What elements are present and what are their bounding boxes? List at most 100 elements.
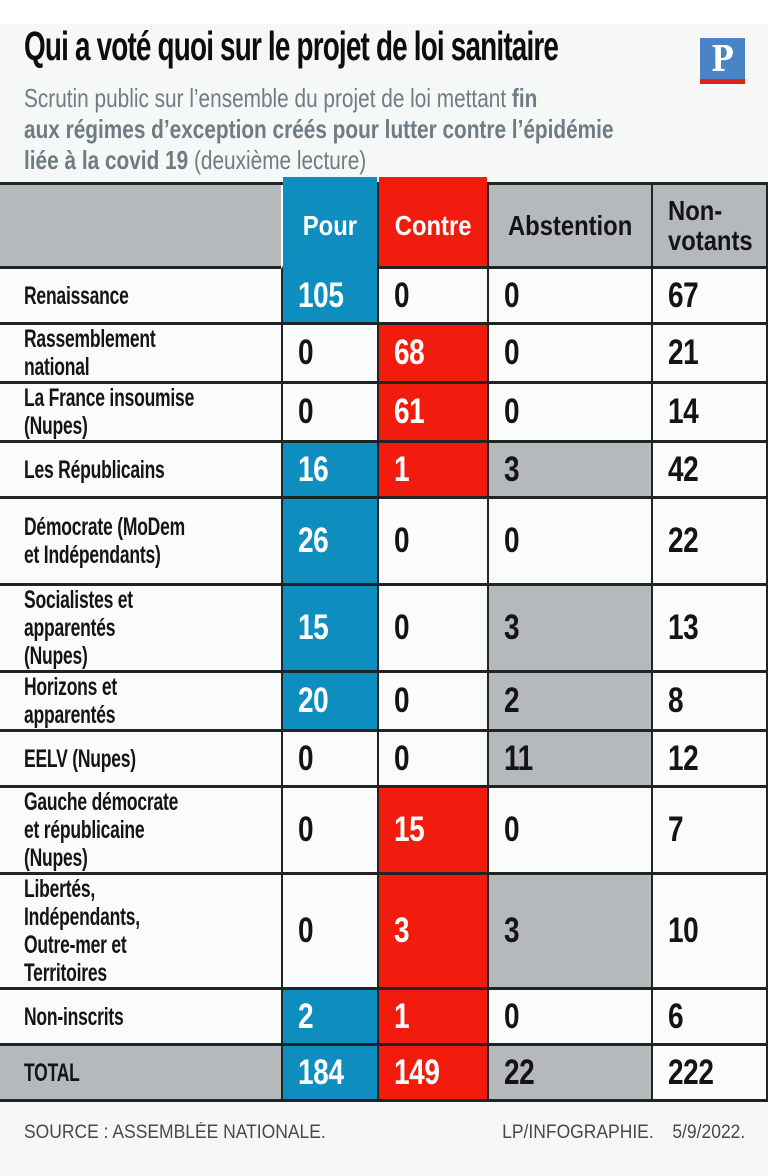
non-votants-value: 7 [668, 810, 684, 849]
pour-value: 0 [298, 810, 314, 849]
contre-value: 0 [394, 275, 410, 315]
date-text: 5/9/2022. [672, 1122, 745, 1143]
pour-value-cell: 0 [281, 384, 377, 443]
contre-value: 149 [394, 1052, 440, 1092]
non-votants-value: 13 [668, 608, 699, 647]
party-label-cell: Les Républicains [0, 443, 281, 499]
non-votants-value-cell: 7 [651, 788, 768, 875]
contre-value: 0 [394, 521, 410, 560]
pour-value-cell: 16 [281, 443, 377, 499]
pour-value: 0 [298, 392, 314, 431]
party-label: La France insoumise (Nupes) [24, 384, 195, 440]
contre-value-cell: 0 [377, 732, 487, 788]
header-non-votants: Non- votants [651, 185, 768, 269]
party-label: EELV (Nupes) [24, 744, 136, 773]
non-votants-value-cell: 14 [651, 384, 768, 443]
vote-table: Pour Contre Abstention Non- votants Rena… [0, 177, 768, 1102]
abstention-value: 0 [504, 333, 520, 372]
header-pour: Pour [281, 177, 377, 269]
abstention-value: 0 [504, 521, 520, 560]
abstention-value-cell: 0 [487, 269, 651, 325]
non-votants-value: 67 [668, 275, 699, 315]
non-votants-value-cell: 10 [651, 875, 768, 990]
subtitle-bold-text: aux régimes d’exception créés pour lutte… [24, 114, 614, 144]
abstention-value: 0 [504, 810, 520, 849]
contre-value-cell: 3 [377, 875, 487, 990]
subtitle-bold-text: liée à la covid 19 [24, 145, 194, 175]
party-label-cell: Gauche démocrate et républicaine (Nupes) [0, 788, 281, 875]
abstention-value: 3 [504, 449, 520, 489]
party-label: Gauche démocrate et républicaine (Nupes) [24, 788, 179, 872]
contre-value-cell: 61 [377, 384, 487, 443]
non-votants-value-cell: 21 [651, 325, 768, 384]
header-pour-label: Pour [302, 209, 358, 241]
non-votants-value-cell: 22 [651, 499, 768, 586]
non-votants-value: 222 [668, 1052, 714, 1092]
header-abstention: Abstention [487, 185, 651, 269]
footer: SOURCE : ASSEMBLÉE NATIONALE. LP/INFOGRA… [24, 1122, 745, 1144]
contre-value: 68 [394, 333, 425, 372]
party-label: Rassemblement national [24, 325, 156, 381]
party-label: Les Républicains [24, 455, 165, 484]
total-label-cell: TOTAL [0, 1046, 281, 1102]
contre-value: 1 [394, 996, 410, 1036]
subtitle-regular-text: (deuxième lecture) [193, 145, 367, 175]
pour-value: 26 [298, 521, 329, 560]
abstention-value-cell: 0 [487, 788, 651, 875]
abstention-value: 3 [504, 608, 520, 647]
header-abstention-label: Abstention [507, 209, 633, 241]
header-non-votants-label: Non- votants [668, 194, 753, 256]
subtitle-line-3: liée à la covid 19 (deuxième lecture) [24, 145, 744, 176]
subtitle-regular-text: Scrutin public sur l’ensemble du projet … [24, 83, 512, 113]
party-label: Horizons et apparentés [24, 673, 117, 729]
party-label-cell: Socialistes et apparentés (Nupes) [0, 586, 281, 673]
contre-value-cell: 68 [377, 325, 487, 384]
pour-value-cell: 0 [281, 788, 377, 875]
header-contre-label: Contre [394, 209, 472, 241]
party-label-cell: La France insoumise (Nupes) [0, 384, 281, 443]
non-votants-value-cell: 6 [651, 990, 768, 1046]
abstention-value: 0 [504, 996, 520, 1036]
abstention-value-cell: 3 [487, 586, 651, 673]
pour-value: 105 [298, 275, 344, 315]
pour-value: 16 [298, 449, 329, 489]
abstention-value-cell: 0 [487, 325, 651, 384]
abstention-value: 11 [504, 738, 533, 778]
pour-value: 20 [298, 681, 329, 720]
abstention-value-cell: 2 [487, 673, 651, 732]
party-label-cell: EELV (Nupes) [0, 732, 281, 788]
pour-value-cell: 184 [281, 1046, 377, 1102]
pour-value-cell: 15 [281, 586, 377, 673]
party-label: Non-inscrits [24, 1002, 124, 1031]
contre-value: 0 [394, 738, 410, 778]
abstention-value: 0 [504, 275, 520, 315]
contre-value-cell: 15 [377, 788, 487, 875]
subtitle-line-1: Scrutin public sur l’ensemble du projet … [24, 83, 744, 114]
abstention-value-cell: 0 [487, 499, 651, 586]
subtitle: Scrutin public sur l’ensemble du projet … [24, 83, 744, 176]
pour-value-cell: 0 [281, 732, 377, 788]
credit-text: LP/INFOGRAPHIE. [502, 1122, 654, 1143]
page-title-text: Qui a voté quoi sur le projet de loi san… [24, 23, 559, 69]
contre-value-cell: 0 [377, 269, 487, 325]
non-votants-value: 8 [668, 681, 684, 720]
party-label-cell: Horizons et apparentés [0, 673, 281, 732]
pour-value-cell: 20 [281, 673, 377, 732]
non-votants-value-cell: 12 [651, 732, 768, 788]
non-votants-value: 21 [668, 333, 699, 372]
pour-value-cell: 2 [281, 990, 377, 1046]
pour-value-cell: 0 [281, 875, 377, 990]
party-label-cell: Non-inscrits [0, 990, 281, 1046]
source-text: SOURCE : ASSEMBLÉE NATIONALE. [24, 1122, 326, 1143]
party-label-cell: Rassemblement national [0, 325, 281, 384]
non-votants-value: 14 [668, 392, 699, 431]
contre-value-cell: 0 [377, 586, 487, 673]
page-title: Qui a voté quoi sur le projet de loi san… [24, 24, 744, 68]
pour-value: 2 [298, 996, 314, 1036]
contre-value: 15 [394, 810, 425, 849]
subtitle-line-2: aux régimes d’exception créés pour lutte… [24, 114, 744, 145]
abstention-value-cell: 3 [487, 875, 651, 990]
pour-value-cell: 26 [281, 499, 377, 586]
party-label-cell: Démocrate (MoDem et Indépendants) [0, 499, 281, 586]
non-votants-value: 42 [668, 449, 699, 489]
